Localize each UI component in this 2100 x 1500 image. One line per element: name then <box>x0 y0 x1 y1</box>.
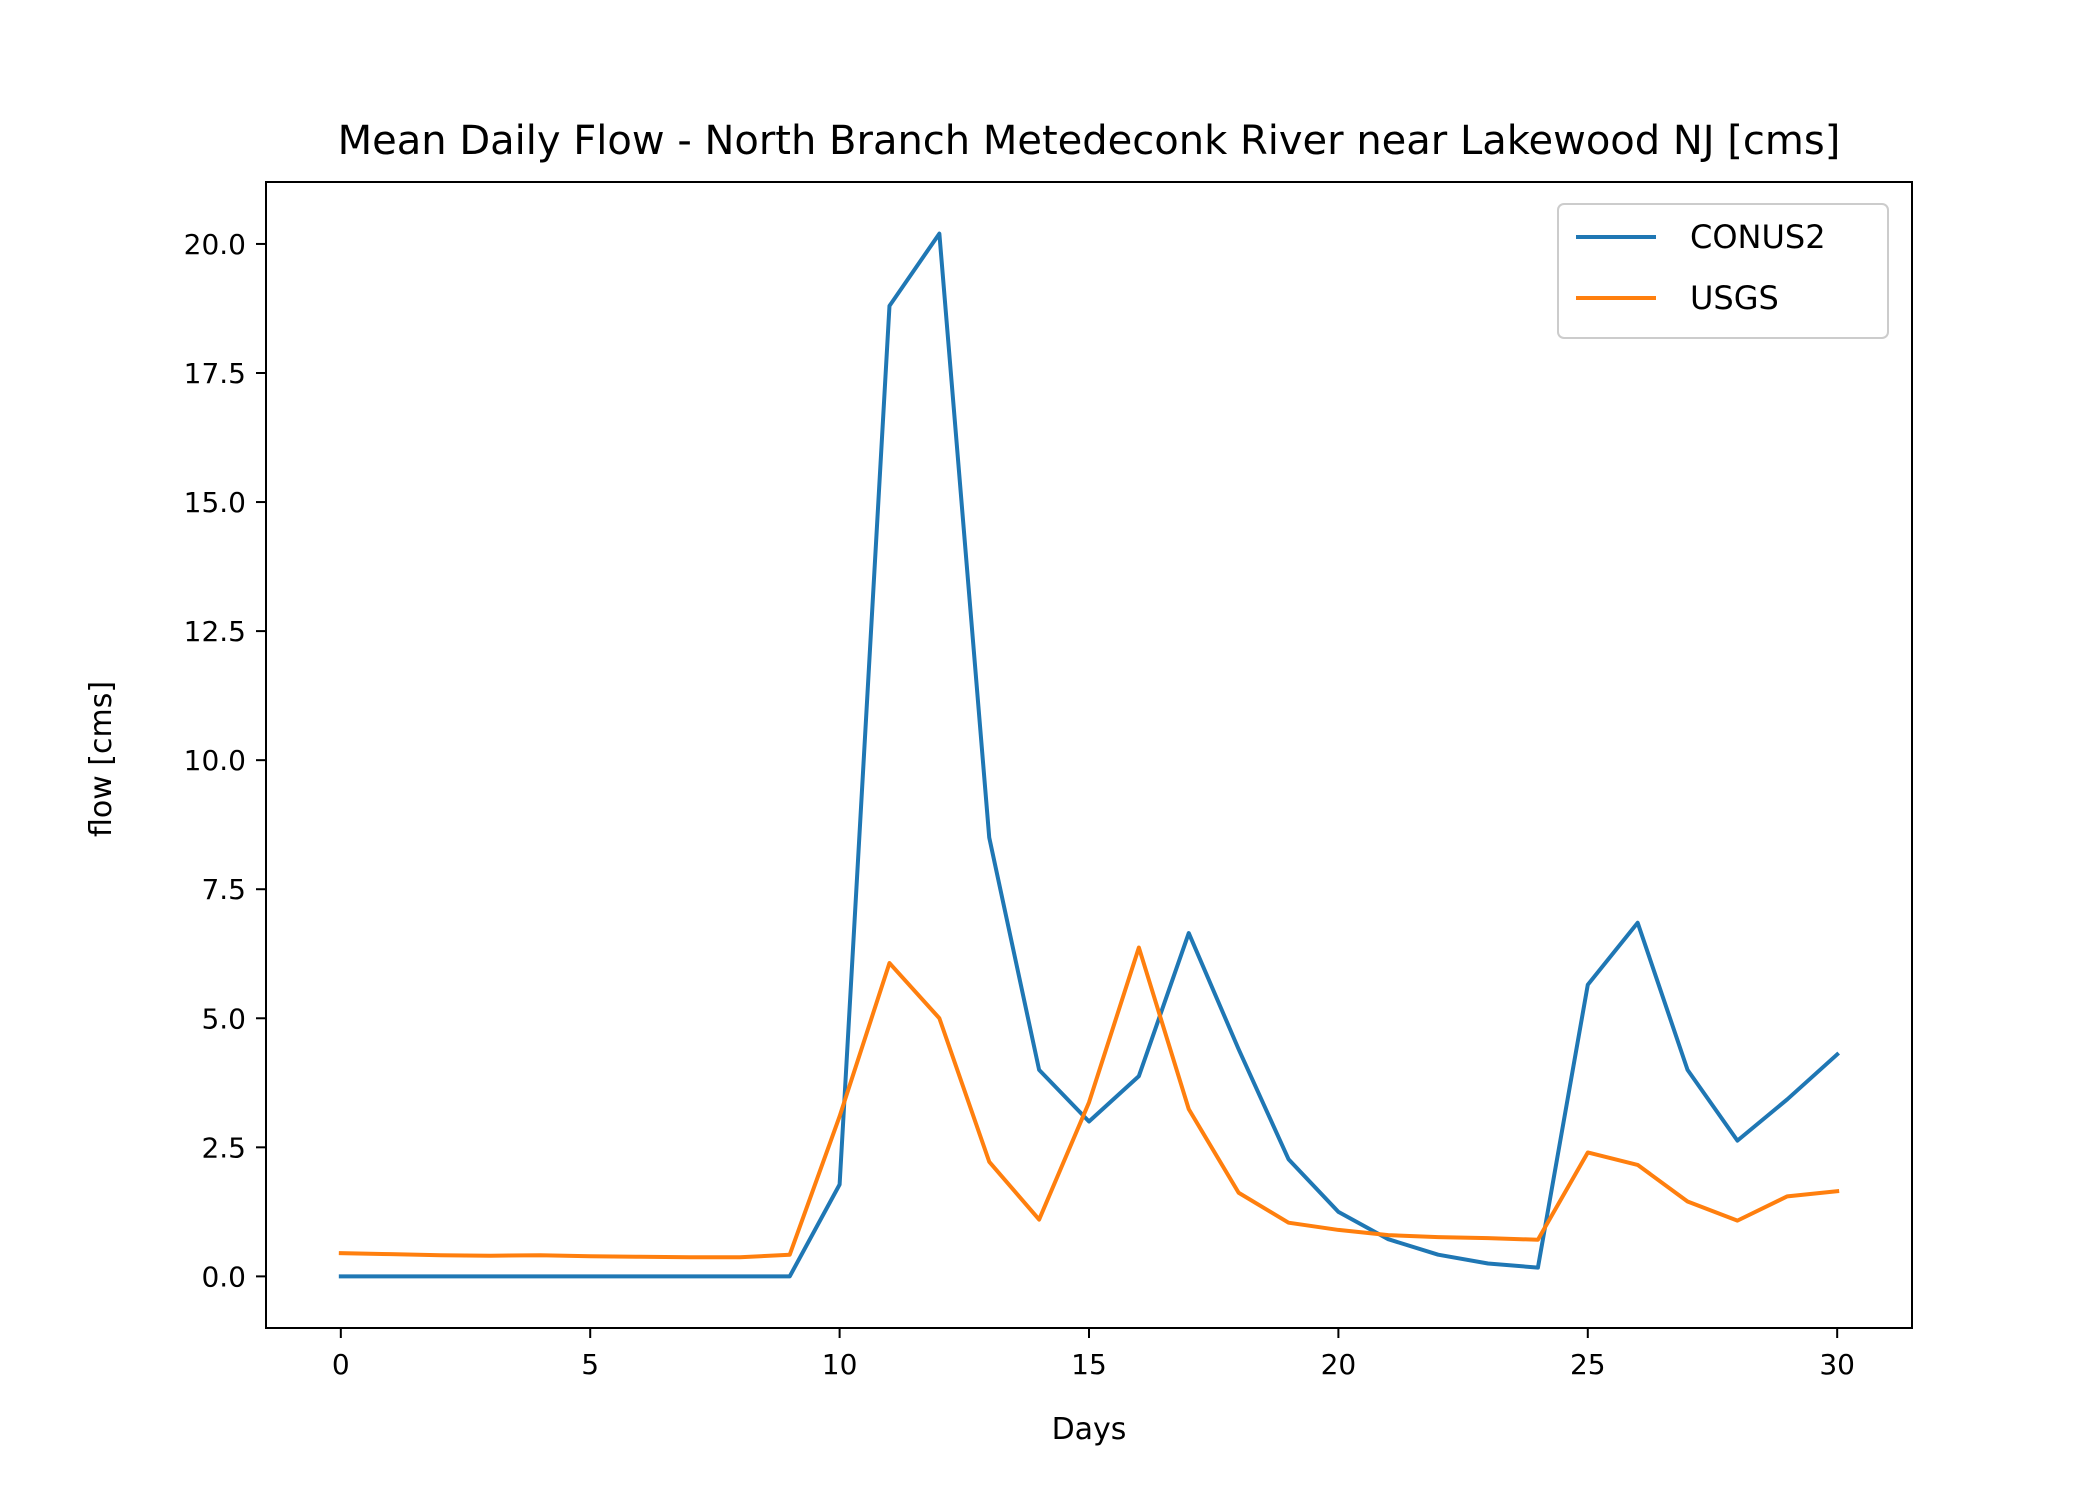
y-tick-label: 10.0 <box>184 744 246 777</box>
series-line-conus2 <box>338 231 1841 1279</box>
y-tick-label: 7.5 <box>201 873 246 906</box>
series-layer <box>338 231 1841 1279</box>
legend-label-usgs: USGS <box>1690 279 1779 317</box>
x-tick-label: 25 <box>1570 1348 1606 1381</box>
series-line-usgs <box>338 945 1840 1260</box>
x-axis-title: Days <box>1052 1412 1127 1447</box>
y-tick-label: 5.0 <box>201 1002 246 1035</box>
y-tick-label: 17.5 <box>184 357 246 390</box>
x-tick-label: 20 <box>1321 1348 1357 1381</box>
legend: CONUS2 USGS <box>1557 203 1889 339</box>
x-axis: 0 5 10 15 20 25 30 <box>332 1328 1855 1381</box>
y-axis: 0.0 2.5 5.0 7.5 10.0 12.5 15.0 17.5 20.0 <box>184 228 266 1293</box>
y-tick-label: 2.5 <box>201 1131 246 1164</box>
x-tick-label: 0 <box>332 1348 350 1381</box>
y-axis-title: flow [cms] <box>84 681 119 837</box>
x-tick-label: 30 <box>1819 1348 1855 1381</box>
x-tick-label: 10 <box>822 1348 858 1381</box>
y-tick-label: 0.0 <box>201 1260 246 1293</box>
x-tick-label: 15 <box>1071 1348 1107 1381</box>
y-tick-label: 15.0 <box>184 486 246 519</box>
x-tick-label: 5 <box>581 1348 599 1381</box>
chart-title: Mean Daily Flow - North Branch Metedecon… <box>338 118 1841 164</box>
y-tick-label: 20.0 <box>184 228 246 261</box>
legend-label-conus2: CONUS2 <box>1690 218 1826 256</box>
y-tick-label: 12.5 <box>184 615 246 648</box>
